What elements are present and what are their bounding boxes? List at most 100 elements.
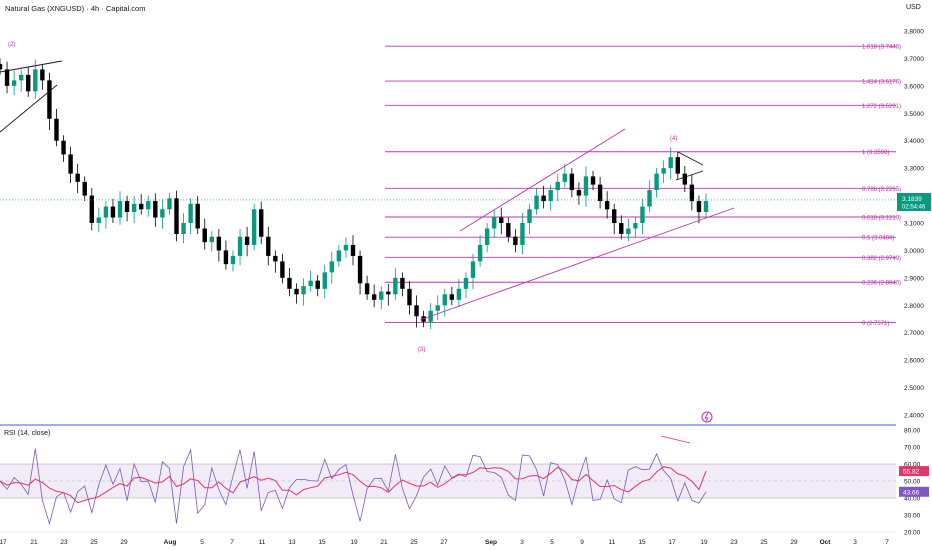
candle-body [350, 244, 356, 256]
last-price-value: 3.1839 [902, 196, 922, 203]
time-axis-tick: 11 [259, 539, 266, 546]
wedge-upper-line [0, 60, 63, 73]
price-axis-tick: 3.0000 [904, 248, 924, 255]
wedge-lower-line [0, 84, 58, 133]
rsi-divergence-line [660, 435, 691, 444]
candle-body [18, 74, 24, 81]
candle-body [463, 277, 469, 289]
time-axis-tick: 25 [90, 539, 98, 546]
candle-body [640, 206, 645, 223]
candle-body [47, 80, 52, 119]
rsi-axis-tick: 80.00 [904, 428, 921, 435]
candle-body [322, 272, 327, 289]
candle-body [266, 236, 271, 256]
candle-body [597, 184, 603, 202]
candle-body [449, 294, 455, 300]
candle-body [40, 69, 45, 81]
candle-body [146, 201, 151, 210]
time-axis-tick: 13 [288, 539, 296, 546]
candle-body [357, 255, 363, 284]
candle-body [294, 288, 299, 295]
time-axis-tick: 5 [200, 539, 204, 546]
wave-label: (4) [670, 136, 677, 142]
fib-level-label: 1.618 (3.7446) [862, 45, 901, 51]
candle-body [124, 201, 130, 213]
candle-body [689, 184, 695, 202]
time-axis-tick: Oct [820, 539, 832, 546]
candle-body [174, 198, 179, 234]
candle-body [562, 173, 567, 182]
lightning-icon [701, 411, 713, 423]
candle-body [626, 228, 631, 234]
candle-body [237, 236, 243, 256]
candle-body [230, 255, 236, 265]
time-axis-tick: 25 [760, 539, 768, 546]
time-axis-tick: 11 [609, 539, 616, 546]
candle-body [54, 118, 59, 141]
candle-body [654, 173, 659, 191]
candle-body [301, 286, 306, 295]
currency-label: USD [906, 4, 921, 11]
time-axis-tick: 23 [60, 539, 68, 546]
fib-level-label: 0.5 (3.0484) [862, 236, 894, 242]
candle-body [315, 280, 320, 289]
candle-body [548, 190, 553, 202]
rsi-axis-tick: 50.00 [904, 479, 921, 486]
flag-lower-line [675, 170, 704, 181]
rsi-ma-badge [899, 466, 929, 477]
wave-label: (3) [418, 347, 425, 353]
channel-lower-line [419, 207, 735, 321]
candle-body [153, 201, 158, 218]
price-axis-tick: 2.6000 [904, 358, 924, 365]
candle-body [604, 201, 610, 210]
time-axis-tick: 23 [730, 539, 738, 546]
candle-body [188, 203, 193, 223]
candle-body [181, 223, 186, 234]
time-axis-tick: 9 [580, 539, 584, 546]
candle-body [400, 277, 405, 289]
candle-body [280, 261, 285, 278]
candle-body [26, 74, 31, 92]
rsi-axis-tick: 30.00 [904, 513, 921, 520]
time-axis-tick: 3 [520, 539, 524, 546]
fib-level-label: 0.382 (2.9749) [862, 256, 901, 262]
rsi-axis-tick: 20.00 [904, 530, 921, 537]
candle-body [117, 201, 123, 218]
channel-upper-line [459, 128, 626, 232]
rsi-line [0, 448, 707, 525]
candle-body [414, 305, 419, 317]
flag-upper-line [677, 151, 704, 166]
time-axis-tick: 25 [410, 539, 418, 546]
price-axis-tick: 3.1000 [904, 221, 924, 228]
wave-label: (2) [8, 42, 15, 48]
candle-body [527, 209, 532, 223]
rsi-indicator-title[interactable]: RSI (14, close) [4, 430, 51, 437]
last-price-badge [897, 192, 931, 211]
time-axis-tick: 17 [0, 539, 7, 546]
price-axis-background [896, 0, 932, 550]
candle-body [499, 217, 504, 223]
time-axis-tick: 21 [30, 539, 38, 546]
candle-body [456, 288, 462, 300]
candle-body [696, 201, 702, 213]
candle-body [379, 291, 384, 300]
candle-body [477, 244, 483, 262]
candle-body [4, 69, 10, 86]
candle-body [576, 190, 582, 196]
candle-body [371, 294, 377, 300]
candle-body [520, 223, 525, 245]
time-axis-tick: 17 [668, 539, 676, 546]
last-price-countdown: 02:54:46 [902, 204, 926, 210]
candle-body [492, 217, 497, 229]
candle-body [131, 203, 137, 213]
candle-body [442, 294, 447, 306]
candle-body [386, 291, 391, 295]
time-axis-tick: Aug [164, 539, 177, 546]
price-axis-tick: 2.7000 [904, 330, 924, 337]
price-axis-tick: 3.3000 [904, 166, 924, 173]
fib-level-label: 0 (2.7371) [862, 321, 889, 327]
candle-body [251, 209, 257, 245]
candle-body [273, 255, 278, 262]
candle-body [223, 250, 229, 265]
